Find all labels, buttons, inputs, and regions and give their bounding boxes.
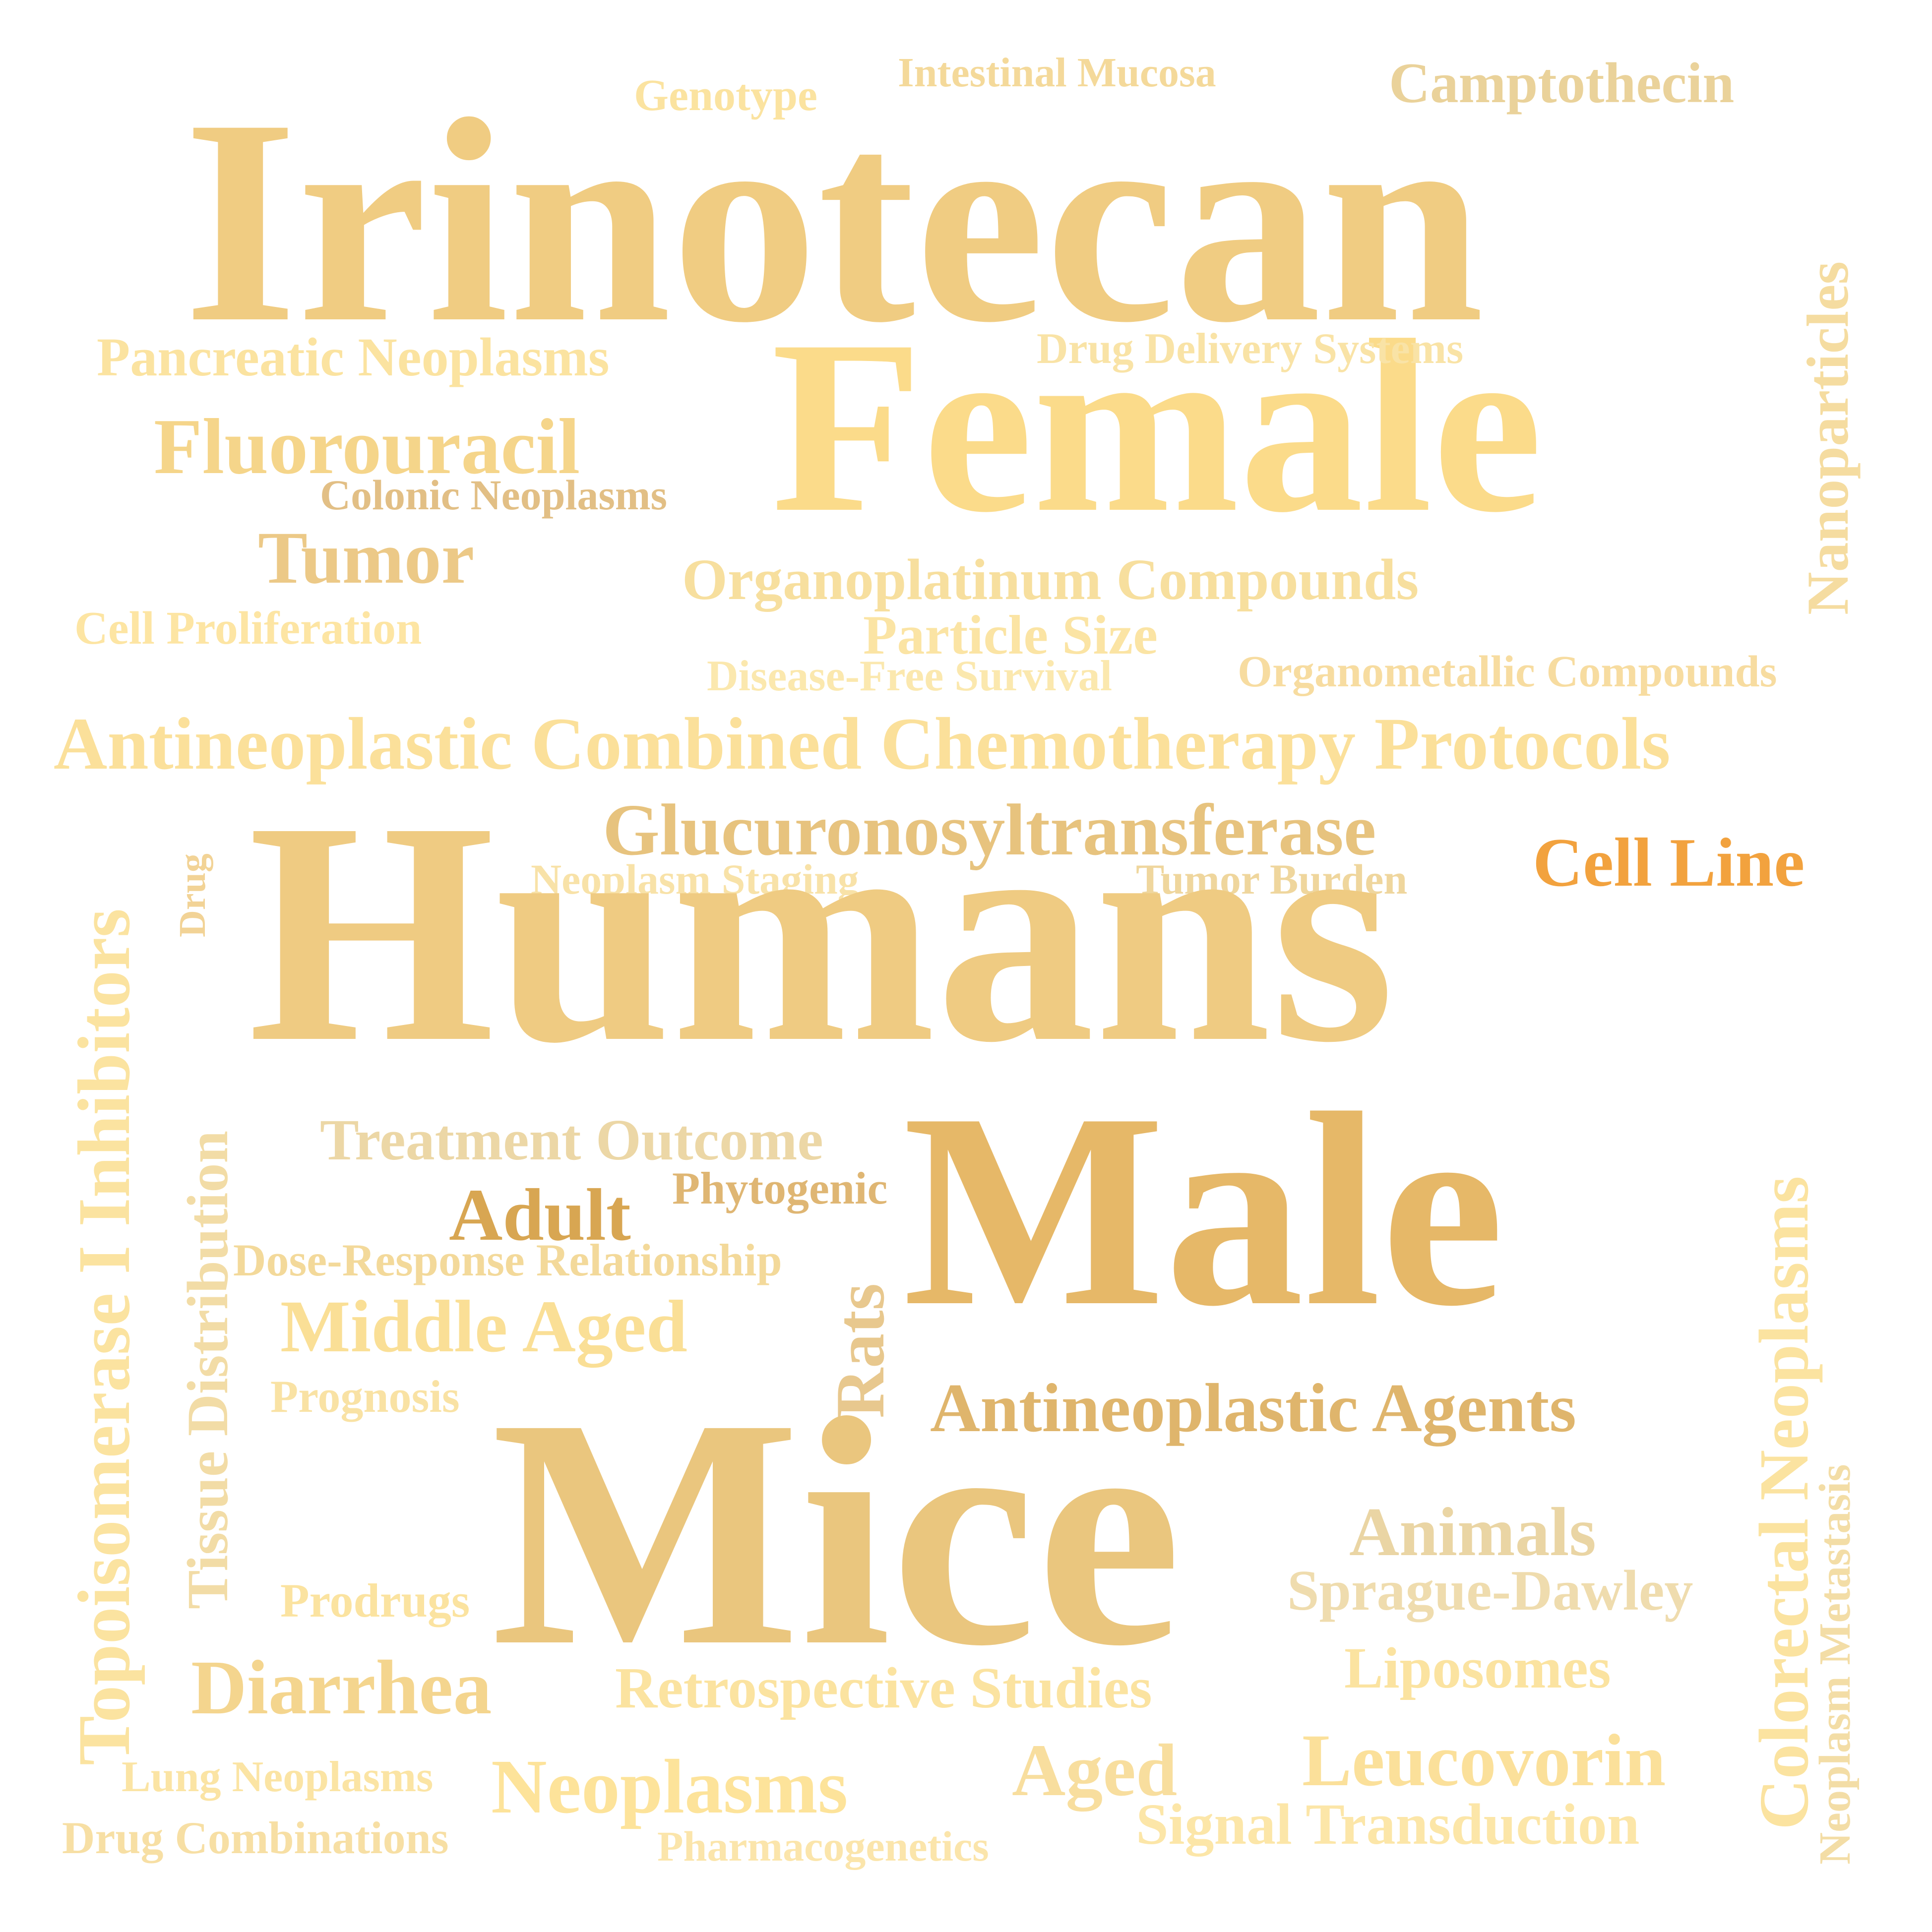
word-diarrhea: Diarrhea (191, 1644, 492, 1730)
word-topoisomerase-i-inhibitors: Topoisomerase I Inhibitors (63, 908, 145, 1765)
word-leucovorin: Leucovorin (1302, 1719, 1666, 1802)
word-drug-combinations: Drug Combinations (62, 1812, 449, 1863)
word-phytogenic: Phytogenic (672, 1163, 888, 1213)
word-dose-response-relationship: Dose-Response Relationship (233, 1235, 782, 1285)
word-mice: Mice (491, 1351, 1182, 1713)
word-colonic-neoplasms: Colonic Neoplasms (320, 471, 667, 519)
word-retrospective-studies: Retrospective Studies (615, 1655, 1152, 1720)
word-tumor-burden: Tumor Burden (1136, 855, 1408, 903)
word-prognosis: Prognosis (270, 1371, 460, 1422)
word-neoplasm-staging: Neoplasm Staging (531, 855, 859, 903)
word-antineoplastic-combined-chemotherapy-protocols: Antineoplastic Combined Chemotherapy Pro… (54, 703, 1671, 785)
word-lung-neoplasms: Lung Neoplasms (122, 1753, 434, 1801)
word-neoplasms: Neoplasms (491, 1744, 848, 1829)
word-prodrugs: Prodrugs (280, 1574, 470, 1627)
word-aged: Aged (1012, 1729, 1178, 1811)
word-treatment-outcome: Treatment Outcome (320, 1107, 823, 1172)
word-disease-free-survival: Disease-Free Survival (707, 652, 1113, 700)
word-fluorouracil: Fluorouracil (154, 402, 580, 490)
word-drug-delivery-systems: Drug Delivery Systems (1037, 325, 1464, 373)
word-intestinal-mucosa: Intestinal Mucosa (898, 50, 1216, 96)
word-cell-line: Cell Line (1533, 824, 1805, 901)
word-sprague-dawley: Sprague-Dawley (1287, 1559, 1693, 1623)
word-female: Female (771, 289, 1543, 564)
word-male: Male (903, 1056, 1504, 1364)
word-adult: Adult (449, 1174, 631, 1256)
word-pancreatic-neoplasms: Pancreatic Neoplasms (97, 327, 610, 387)
word-humans: Humans (248, 757, 1395, 1108)
word-genotype: Genotype (634, 71, 817, 120)
word-middle-aged: Middle Aged (280, 1285, 687, 1368)
word-organoplatinum-compounds: Organoplatinum Compounds (682, 547, 1419, 612)
word-colorectal-neoplasms: Colorectal Neoplasms (1745, 1176, 1823, 1830)
word-antineoplastic-agents: Antineoplastic Agents (930, 1370, 1576, 1447)
word-irinotecan: Irinotecan (184, 59, 1484, 383)
word-particle-size: Particle Size (863, 604, 1158, 666)
word-animals: Animals (1349, 1494, 1596, 1570)
word-liposomes: Liposomes (1344, 1635, 1611, 1700)
word-neoplasm-metastasis: Neoplasm Metastasis (1810, 1464, 1860, 1865)
word-signal-transduction: Signal Transduction (1136, 1792, 1640, 1857)
word-cell-proliferation: Cell Proliferation (74, 603, 422, 654)
word-tumor: Tumor (258, 517, 475, 599)
word-glucuronosyltransferase: Glucuronosyltransferase (603, 789, 1376, 871)
word-pharmacogenetics: Pharmacogenetics (657, 1822, 989, 1870)
word-organometallic-compounds: Organometallic Compounds (1238, 647, 1777, 696)
word-drug: Drug (172, 853, 213, 937)
word-camptothecin: Camptothecin (1389, 52, 1735, 115)
word-nanoparticles: Nanoparticles (1795, 261, 1861, 615)
word-tissue-distribution: Tissue Distribution (175, 1130, 240, 1609)
